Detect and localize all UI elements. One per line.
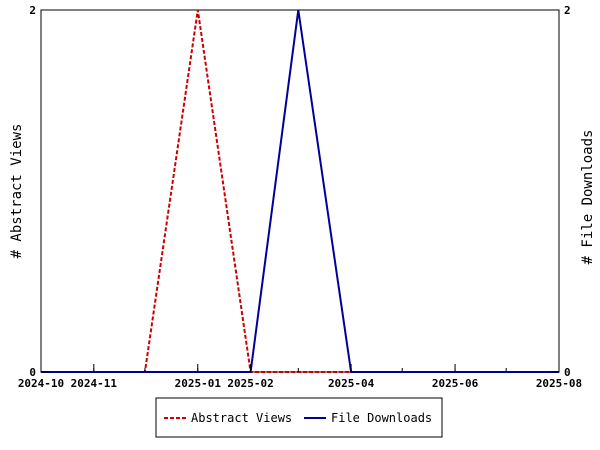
x-tick-label: 2024-11 [71, 377, 118, 390]
x-axis: 2024-10 2024-11 2025-01 2025-02 2025-04 2025-… [18, 364, 582, 390]
y-axis-title: # Abstract Views [9, 124, 25, 259]
legend-box [155, 397, 443, 438]
y2-tick-label: 2 [564, 4, 571, 17]
x-tick-label: 2025-08 [536, 377, 582, 390]
x-tick-label: 2025-06 [432, 377, 479, 390]
y-axis-left: 02 [29, 4, 49, 379]
x-tick-label: 2025-01 [175, 377, 222, 390]
x-tick-label: 2024-10 [18, 377, 64, 390]
plot-area [40, 9, 560, 373]
y-tick-label: 0 [29, 366, 36, 379]
y-tick-label: 2 [29, 4, 36, 17]
y2-tick-label: 0 [564, 366, 571, 379]
series-layer [41, 9, 559, 373]
y-axis-right: 02 [551, 4, 571, 379]
y2-axis-title: # File Downloads [580, 130, 596, 265]
x-tick-label: 2025-04 [328, 377, 375, 390]
legend-label-abstract-views: Abstract Views [191, 411, 292, 425]
series-line-file-downloads [41, 9, 559, 373]
legend-label-file-downloads: File Downloads [331, 411, 432, 425]
legend: Abstract Views File Downloads [155, 397, 443, 438]
x-tick-label: 2025-02 [227, 377, 273, 390]
